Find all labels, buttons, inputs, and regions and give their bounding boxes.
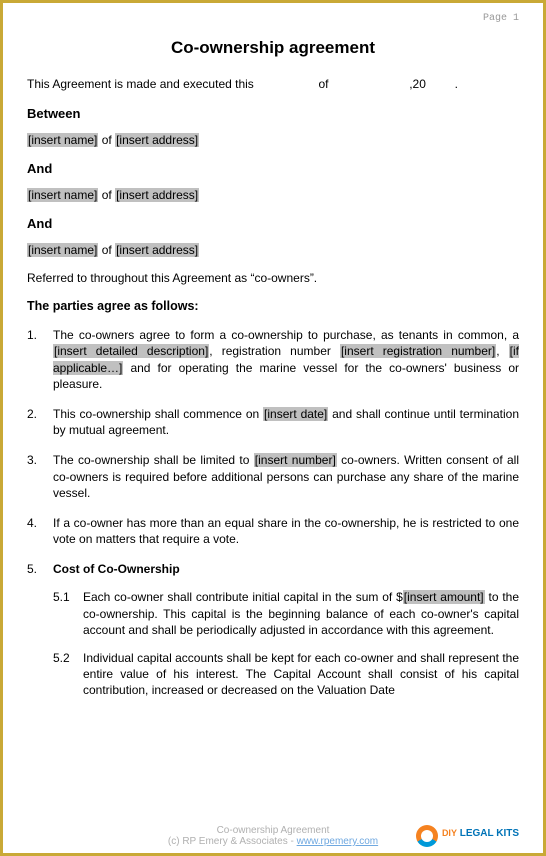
item-number: 1. (27, 327, 53, 392)
and-heading-1: And (27, 161, 519, 176)
party-2: [insert name] of [insert address] (27, 188, 519, 202)
intro-period: . (455, 77, 458, 91)
item-text: If a co-owner has more than an equal sha… (53, 515, 519, 547)
list-item-4: 4. If a co-owner has more than an equal … (27, 515, 519, 547)
description-placeholder: [insert detailed description] (53, 344, 209, 358)
party-name-placeholder: [insert name] (27, 243, 98, 257)
footer-link[interactable]: www.rpemery.com (297, 836, 379, 847)
number-placeholder: [insert number] (254, 453, 337, 467)
list-item-1: 1. The co-owners agree to form a co-owne… (27, 327, 519, 392)
party-of: of (98, 243, 115, 257)
text-fragment: and for operating the marine vessel for … (53, 361, 519, 391)
item-number: 3. (27, 452, 53, 501)
party-address-placeholder: [insert address] (115, 188, 199, 202)
text-fragment: , registration number (209, 344, 340, 358)
sub-item-51: 5.1 Each co-owner shall contribute initi… (53, 589, 519, 638)
between-heading: Between (27, 106, 519, 121)
list-item-2: 2. This co-ownership shall commence on [… (27, 406, 519, 438)
sub-text: Each co-owner shall contribute initial c… (83, 589, 519, 638)
item-number: 5. (27, 561, 53, 698)
registration-placeholder: [insert registration number] (340, 344, 496, 358)
cost-heading: Cost of Co-Ownership (53, 562, 180, 576)
sub-number: 5.2 (53, 650, 83, 699)
document-page: Page 1 Co-ownership agreement This Agree… (3, 3, 543, 853)
intro-line: This Agreement is made and executed this… (27, 76, 519, 92)
logo-text: DIY LEGAL KITS (442, 829, 519, 844)
intro-prefix: This Agreement is made and executed this (27, 77, 254, 91)
text-fragment: The co-ownership shall be limited to (53, 453, 254, 467)
agree-heading: The parties agree as follows: (27, 299, 519, 313)
party-address-placeholder: [insert address] (115, 243, 199, 257)
item-text: Cost of Co-Ownership 5.1 Each co-owner s… (53, 561, 519, 698)
item-number: 2. (27, 406, 53, 438)
date-placeholder: [insert date] (263, 407, 328, 421)
item-text: The co-ownership shall be limited to [in… (53, 452, 519, 501)
agreement-list: 1. The co-owners agree to form a co-owne… (27, 327, 519, 698)
party-of: of (98, 188, 115, 202)
sub-item-52: 5.2 Individual capital accounts shall be… (53, 650, 519, 699)
party-3: [insert name] of [insert address] (27, 243, 519, 257)
logo-swirl-icon (416, 825, 438, 847)
brand-logo: DIY LEGAL KITS (416, 825, 519, 847)
list-item-3: 3. The co-ownership shall be limited to … (27, 452, 519, 501)
intro-20: ,20 (409, 77, 426, 91)
intro-of: of (318, 77, 328, 91)
party-name-placeholder: [insert name] (27, 188, 98, 202)
party-of: of (98, 133, 115, 147)
page-number: Page 1 (27, 13, 519, 24)
text-fragment: This co-ownership shall commence on (53, 407, 263, 421)
amount-placeholder: [insert amount] (403, 590, 485, 604)
sub-number: 5.1 (53, 589, 83, 638)
referred-line: Referred to throughout this Agreement as… (27, 271, 519, 285)
logo-diy: DIY (442, 828, 457, 838)
party-name-placeholder: [insert name] (27, 133, 98, 147)
text-fragment: Each co-owner shall contribute initial c… (83, 590, 403, 604)
logo-subtext (442, 839, 519, 844)
party-1: [insert name] of [insert address] (27, 133, 519, 147)
text-fragment: The co-owners agree to form a co-ownersh… (53, 328, 519, 342)
item-number: 4. (27, 515, 53, 547)
footer-text: (c) RP Emery & Associates - (168, 836, 297, 847)
document-title: Co-ownership agreement (27, 38, 519, 58)
and-heading-2: And (27, 216, 519, 231)
item-text: This co-ownership shall commence on [ins… (53, 406, 519, 438)
party-address-placeholder: [insert address] (115, 133, 199, 147)
sub-text: Individual capital accounts shall be kep… (83, 650, 519, 699)
logo-legal: LEGAL KITS (457, 828, 519, 839)
item-text: The co-owners agree to form a co-ownersh… (53, 327, 519, 392)
sub-list: 5.1 Each co-owner shall contribute initi… (53, 589, 519, 698)
list-item-5: 5. Cost of Co-Ownership 5.1 Each co-owne… (27, 561, 519, 698)
text-fragment: , (496, 344, 508, 358)
